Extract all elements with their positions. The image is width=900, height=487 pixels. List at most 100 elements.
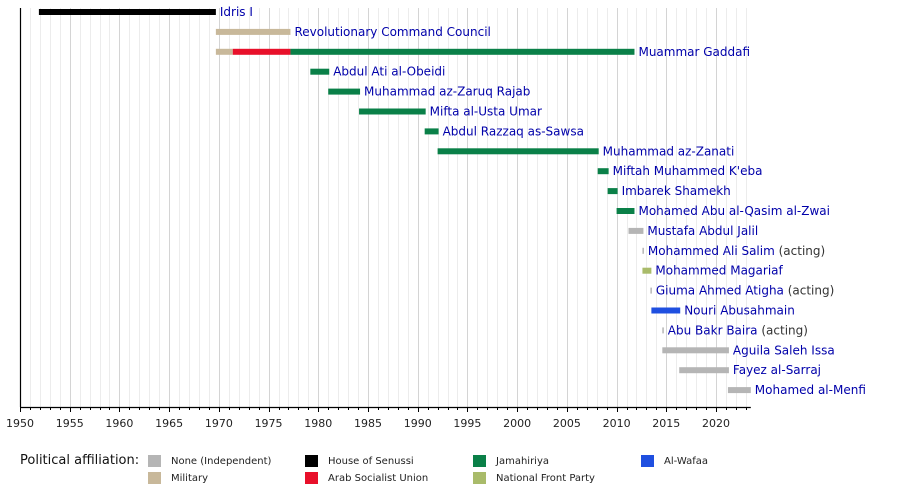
row-label: Abdul Ati al-Obeidi [333,65,445,79]
leader-name[interactable]: Fayez al-Sarraj [733,363,821,377]
bar-segment-military [215,48,233,55]
bar-segment-wafaa [651,307,681,314]
bar-segment-jamahiriya [310,68,330,75]
x-axis: 1950 1955 1960 1965 1970 1975 1980 1985 1990 1995… [6,8,751,430]
x-tick-label: 2020 [702,417,730,430]
acting-note: (acting) [758,323,808,337]
x-tick-label: 2015 [652,417,680,430]
acting-note: (acting) [784,284,834,298]
bar-segment-none [628,227,644,234]
leader-name[interactable]: Mustafa Abdul Jalil [647,224,758,238]
legend-swatch-wafaa [641,455,654,467]
row-label: Muammar Gaddafi [638,45,750,59]
legend-item-asu: Arab Socialist Union [305,472,428,484]
bar-segment-jamahiriya [607,188,618,195]
row-label: Mohamed Abu al-Qasim al-Zwai [638,204,830,218]
x-tick-label: 1960 [105,417,133,430]
row-label: Abu Bakr Baira (acting) [668,323,808,337]
legend-item-none: None (Independent) [148,455,271,467]
bar-segment-jamahiriya [290,48,635,55]
leader-name[interactable]: Imbarek Shamekh [622,184,731,198]
x-tick-label: 2000 [503,417,531,430]
leader-name[interactable]: Muhammad az-Zanati [603,144,735,158]
x-tick-label: 1980 [304,417,332,430]
leader-name[interactable]: Muammar Gaddafi [638,45,750,59]
legend-label-wafaa: Al-Wafaa [664,455,708,467]
leader-name[interactable]: Mohamed al-Menfi [755,383,866,397]
legend-swatch-none [148,455,161,467]
bar-segment-senussi [38,9,216,15]
acting-note: (acting) [775,244,825,258]
bar-segment-jamahiriya [597,168,609,175]
row-label: Aguila Saleh Issa [733,343,835,357]
leader-name[interactable]: Idris I [220,5,253,19]
bar-segment-jamahiriya [437,148,599,155]
row-label: Mifta al-Usta Umar [430,105,542,119]
legend-label-jamahiriya: Jamahiriya [496,455,549,467]
x-tick-label: 1990 [404,417,432,430]
bar-segment-none [679,367,729,374]
leader-name[interactable]: Miftah Muhammed K'eba [613,164,763,178]
row-label: Imbarek Shamekh [622,184,731,198]
row-label: Mohamed al-Menfi [755,383,866,397]
leader-name[interactable]: Nouri Abusahmain [684,304,795,318]
bar-segment-jamahiriya [328,88,361,95]
gridlines [20,8,747,407]
legend-label-none: None (Independent) [171,455,272,467]
leader-name[interactable]: Mohamed Abu al-Qasim al-Zwai [638,204,830,218]
row-label: Nouri Abusahmain [684,304,795,318]
bar-segment-jamahiriya [359,108,426,115]
x-tick-label: 1950 [6,417,34,430]
legend-item-wafaa: Al-Wafaa [641,455,708,467]
row-label: Mohammed Magariaf [655,264,783,278]
leader-name[interactable]: Revolutionary Command Council [294,25,490,39]
row-label: Revolutionary Command Council [294,25,490,39]
bar-segment-none [642,247,644,254]
row-label: Mustafa Abdul Jalil [647,224,758,238]
leader-name[interactable]: Mifta al-Usta Umar [430,105,542,119]
timeline-chart: Idris I Revolutionary Command Council Muam… [6,5,866,430]
leader-name[interactable]: Aguila Saleh Issa [733,343,835,357]
leader-name[interactable]: Mohammed Magariaf [655,264,783,278]
bar-segment-asu [232,48,291,55]
bar-segment-none [662,327,664,334]
leader-name[interactable]: Abu Bakr Baira [668,323,758,337]
x-tick-label: 1965 [155,417,183,430]
row-label: Abdul Razzaq as-Sawsa [443,124,584,138]
legend-item-jamahiriya: Jamahiriya [473,455,549,467]
bars [38,9,751,394]
x-tick-label: 1955 [56,417,84,430]
x-tick-label: 2010 [603,417,631,430]
legend-item-military: Military [148,472,208,484]
legend-item-senussi: House of Senussi [305,455,414,467]
leader-name[interactable]: Abdul Razzaq as-Sawsa [443,124,584,138]
x-tick-label: 1970 [205,417,233,430]
legend-swatch-senussi [305,455,318,467]
bar-segment-nfp [642,267,652,274]
leader-name[interactable]: Abdul Ati al-Obeidi [333,65,445,79]
legend-swatch-jamahiriya [473,455,486,467]
x-tick-label: 1995 [453,417,481,430]
leader-name[interactable]: Mohammed Ali Salim [648,244,775,258]
leader-name[interactable]: Muhammad az-Zaruq Rajab [364,85,530,99]
x-tick-label: 1975 [255,417,283,430]
row-label: Muhammad az-Zanati [603,144,735,158]
row-label: Fayez al-Sarraj [733,363,821,377]
bar-segment-none [662,347,729,354]
legend-swatch-asu [305,472,318,484]
legend-item-nfp: National Front Party [473,472,595,484]
x-tick-label: 1985 [354,417,382,430]
legend-label-senussi: House of Senussi [328,455,414,467]
row-label: Idris I [220,5,253,19]
bar-segment-military [215,28,291,35]
legend-swatch-nfp [473,472,486,484]
legend-title: Political affiliation: [20,453,140,468]
leader-name[interactable]: Giuma Ahmed Atigha [656,284,784,298]
row-labels: Idris I Revolutionary Command Council Muam… [220,5,866,397]
legend-label-asu: Arab Socialist Union [328,472,429,484]
legend-label-military: Military [171,472,209,484]
x-tick-label: 2005 [553,417,581,430]
row-label: Miftah Muhammed K'eba [613,164,763,178]
bar-segment-jamahiriya [616,208,635,214]
bar-segment-jamahiriya [424,128,439,135]
